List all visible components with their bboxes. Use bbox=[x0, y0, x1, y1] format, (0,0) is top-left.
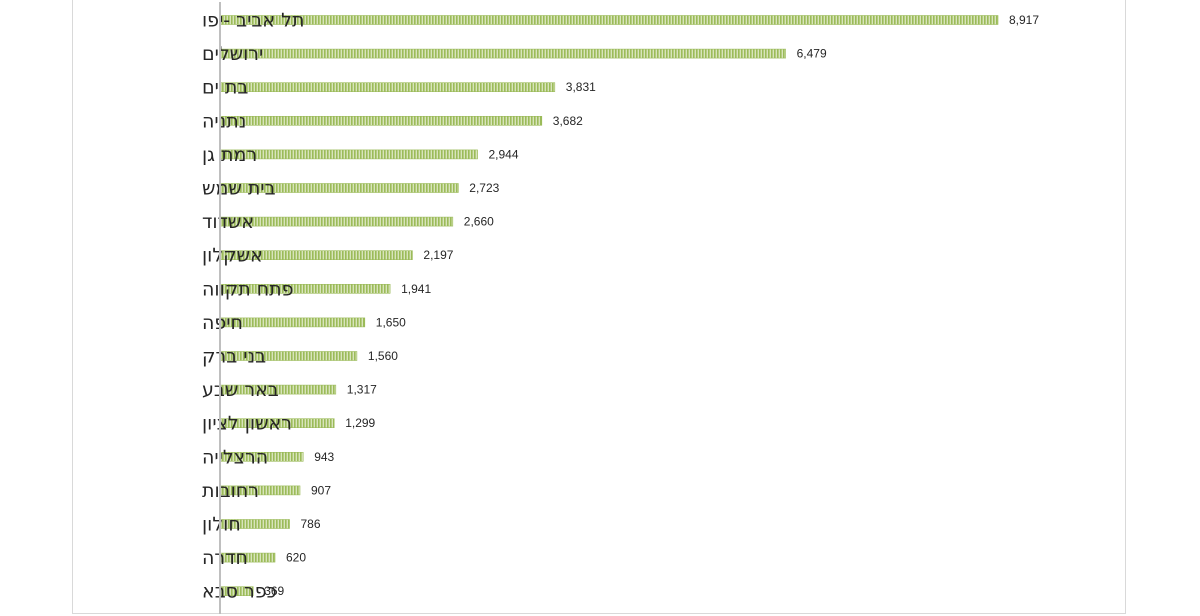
category-label: רחובות bbox=[202, 480, 259, 502]
data-label: 2,944 bbox=[489, 147, 519, 161]
bar bbox=[220, 116, 543, 126]
data-label: 6,479 bbox=[797, 47, 827, 61]
data-label: 620 bbox=[286, 551, 306, 565]
data-label: 3,682 bbox=[553, 114, 583, 128]
chart-frame bbox=[72, 0, 1126, 614]
data-label: 1,560 bbox=[368, 349, 398, 363]
category-label: רמת גן bbox=[202, 144, 257, 166]
data-label: 2,660 bbox=[464, 215, 494, 229]
data-labels-group: 8,917 6,479 3,831 3,682 2,944 2,723 2,660 2,197… bbox=[264, 13, 1039, 598]
category-label: הרצלייה bbox=[202, 446, 268, 468]
bar bbox=[220, 82, 556, 92]
data-label: 369 bbox=[264, 584, 284, 598]
category-label: ראשון לציון bbox=[202, 413, 292, 435]
bars-group bbox=[220, 15, 999, 597]
data-label: 8,917 bbox=[1009, 13, 1039, 27]
category-label: בית שמש bbox=[202, 178, 276, 200]
category-labels-group: תל אביב -יפו ירושלים בת ים נתניה רמת גן בית ש… bbox=[202, 10, 304, 603]
data-label: 943 bbox=[314, 450, 334, 464]
data-label: 786 bbox=[301, 517, 321, 531]
category-label: נתניה bbox=[202, 110, 246, 132]
category-label: אשקלון bbox=[202, 245, 263, 267]
category-label: אשדוד bbox=[202, 211, 254, 233]
data-label: 1,650 bbox=[376, 315, 406, 329]
bar bbox=[220, 149, 478, 160]
category-label: פתח תקווה bbox=[202, 278, 294, 300]
category-label: ירושלים bbox=[202, 43, 263, 65]
category-label: חולון bbox=[202, 514, 241, 536]
category-label: חדרה bbox=[202, 547, 248, 569]
data-label: 1,299 bbox=[345, 416, 375, 430]
data-label: 907 bbox=[311, 483, 331, 497]
category-label: בת ים bbox=[202, 77, 248, 99]
category-label: תל אביב -יפו bbox=[202, 10, 304, 32]
data-label: 2,197 bbox=[423, 248, 453, 262]
data-label: 3,831 bbox=[566, 80, 596, 94]
data-label: 2,723 bbox=[469, 181, 499, 195]
category-label: חיפה bbox=[202, 312, 243, 334]
bar bbox=[220, 15, 999, 25]
category-label: בני ברק bbox=[202, 346, 266, 368]
bar bbox=[220, 48, 786, 59]
data-label: 1,941 bbox=[401, 282, 431, 296]
category-label: באר שבע bbox=[202, 379, 279, 401]
data-label: 1,317 bbox=[347, 383, 377, 397]
bar bbox=[220, 216, 454, 227]
